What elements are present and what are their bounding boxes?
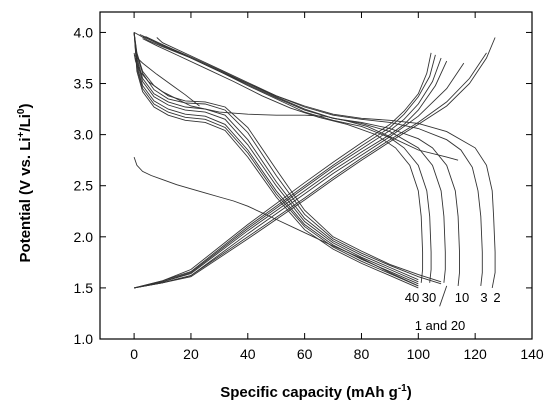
series-line-7 xyxy=(133,32,419,287)
series-line-1 xyxy=(133,156,419,287)
series-line-16 xyxy=(133,32,496,288)
series-line-21 xyxy=(142,38,424,283)
x-tick-label-120: 120 xyxy=(463,346,487,362)
y-axis-title-part-1: Potential (V vs. Li xyxy=(17,137,34,262)
y-tick-label-3.5: 3.5 xyxy=(74,76,94,92)
series-line-13 xyxy=(134,62,465,289)
series-line-8 xyxy=(133,32,419,289)
curve-layer xyxy=(133,32,496,307)
series-line-5 xyxy=(133,32,419,283)
series-line-14 xyxy=(134,52,487,289)
series-line-10 xyxy=(133,54,436,289)
y-axis-title-end: ) xyxy=(17,104,34,109)
x-axis-title: Specific capacity (mAh g-1) xyxy=(220,383,411,401)
series-line-19 xyxy=(139,34,446,283)
series-line-18 xyxy=(145,36,460,286)
annotation-cycle-3: 3 xyxy=(480,290,487,305)
y-tick-label-2.5: 2.5 xyxy=(74,178,94,194)
annotation-cycle-10: 10 xyxy=(455,290,469,305)
annotation-cycle-30: 30 xyxy=(422,290,436,305)
y-axis-title-part-2: /Li xyxy=(17,114,34,132)
x-tick-label-140: 140 xyxy=(520,346,544,362)
y-tick-label-2.0: 2.0 xyxy=(74,229,94,245)
x-tick-label-20: 20 xyxy=(183,346,199,362)
series-line-23 xyxy=(133,54,200,107)
series-line-12 xyxy=(134,60,448,289)
series-line-22 xyxy=(133,52,459,161)
series-line-11 xyxy=(134,57,442,289)
x-axis-title-main: Specific capacity (mAh g xyxy=(220,384,398,401)
series-line-3 xyxy=(133,32,442,285)
x-tick-label-100: 100 xyxy=(407,346,431,362)
series-line-6 xyxy=(133,32,419,285)
series-line-4 xyxy=(133,32,419,281)
annotation-cycle-1-and-20: 1 and 20 xyxy=(415,318,466,333)
x-tick-label-80: 80 xyxy=(354,346,370,362)
x-tick-label-40: 40 xyxy=(240,346,256,362)
tick-layer: 0 20 40 60 80 100 120 140 1.0 1.5 2.0 2.5 3.0 3.5 4.0 xyxy=(74,12,544,362)
y-tick-label-3.0: 3.0 xyxy=(74,127,94,143)
y-tick-label-4.0: 4.0 xyxy=(74,24,94,40)
series-line-9 xyxy=(133,52,432,289)
x-axis-title-superscript: -1 xyxy=(398,383,407,394)
series-line-20 xyxy=(142,36,432,283)
y-tick-label-1.5: 1.5 xyxy=(74,280,94,296)
annotation-cycle-2: 2 xyxy=(493,290,500,305)
y-axis-title-superscript-2: 0 xyxy=(16,108,27,114)
x-tick-label-60: 60 xyxy=(297,346,313,362)
series-line-15 xyxy=(134,37,496,289)
series-line-17 xyxy=(156,37,483,286)
y-axis-title-superscript-1: + xyxy=(16,131,27,137)
x-axis-title-end: ) xyxy=(407,384,412,401)
y-tick-label-1.0: 1.0 xyxy=(74,331,94,347)
plot-frame xyxy=(99,11,533,340)
series-line-24 xyxy=(439,285,448,307)
series-line-2 xyxy=(133,32,442,283)
annotation-cycle-40: 40 xyxy=(405,290,419,305)
y-axis-title: Potential (V vs. Li+/Li0) xyxy=(16,104,34,263)
x-tick-label-0: 0 xyxy=(130,346,138,362)
